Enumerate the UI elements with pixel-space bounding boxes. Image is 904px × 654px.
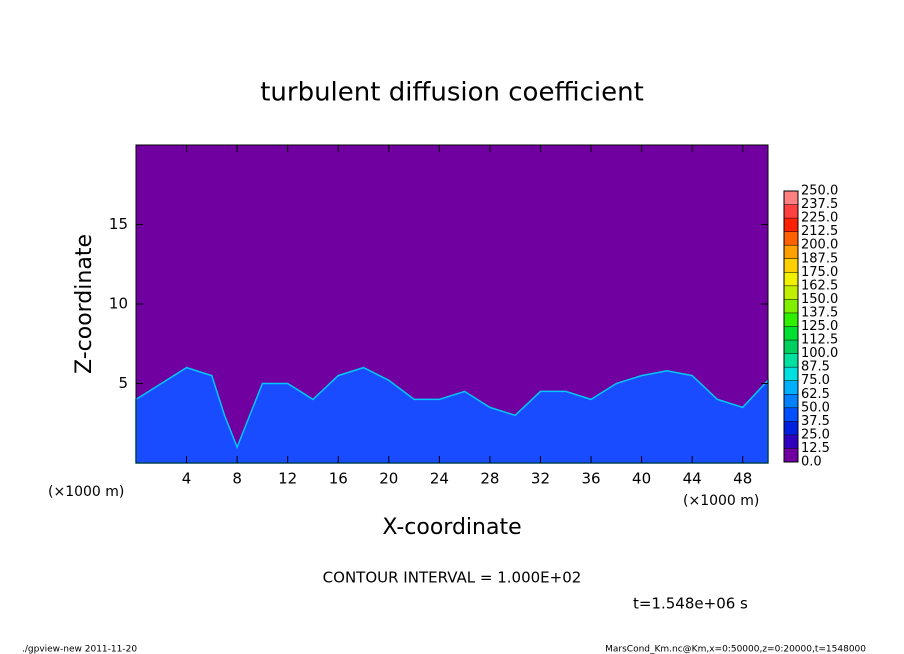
y-tick-label: 5	[118, 374, 128, 392]
footer-left: ./gpview-new 2011-11-20	[22, 645, 137, 654]
colorbar-label: 25.0	[801, 427, 830, 442]
x-tick-label: 48	[733, 470, 752, 488]
y-axis-label: Z-coordinate	[72, 234, 97, 374]
colorbar-label: 137.5	[801, 305, 838, 320]
x-tick-label: 24	[430, 470, 449, 488]
y-tick-label: 15	[109, 215, 128, 233]
layer-area	[135, 366, 769, 464]
colorbar-band	[784, 394, 798, 408]
colorbar-label: 62.5	[801, 387, 830, 402]
y-tick-label: 10	[109, 295, 128, 313]
colorbar-band	[784, 340, 798, 354]
colorbar-band	[784, 258, 798, 273]
colorbar-label: 112.5	[801, 333, 838, 348]
x-tick-label: 28	[480, 470, 499, 488]
x-tick-label: 16	[329, 470, 348, 488]
colorbar-band	[784, 231, 798, 246]
colorbar-band	[784, 299, 798, 313]
x-tick-label: 8	[232, 470, 242, 488]
x-tick-label: 32	[531, 470, 550, 488]
chart-title: turbulent diffusion coefficient	[260, 78, 644, 108]
colorbar-band	[784, 421, 798, 435]
colorbar-label: 0.0	[801, 455, 822, 470]
colorbar-band	[784, 434, 798, 449]
colorbar-label: 162.5	[801, 278, 838, 293]
x-tick-label: 4	[182, 470, 192, 488]
colorbar-band	[784, 285, 798, 300]
colorbar-band	[784, 218, 798, 232]
colorbar-label: 212.5	[801, 224, 838, 239]
footer-right: MarsCond_Km.nc@Km,x=0:50000,z=0:20000,t=…	[605, 645, 866, 654]
colorbar-label: 200.0	[801, 238, 838, 253]
x-tick-label: 12	[278, 470, 297, 488]
colorbar-band	[784, 326, 798, 341]
colorbar-label: 150.0	[801, 292, 838, 307]
colorbar-label: 50.0	[801, 400, 830, 415]
colorbar-band	[784, 407, 798, 422]
x-tick-label: 44	[683, 470, 702, 488]
colorbar-label: 237.5	[801, 197, 838, 212]
x-unit-label: (×1000 m)	[683, 493, 759, 509]
colorbar-label: 87.5	[801, 360, 830, 375]
contour-interval: CONTOUR INTERVAL = 1.000E+02	[323, 569, 582, 587]
colorbar-band	[784, 245, 798, 259]
colorbar-band	[784, 380, 798, 395]
colorbar-label: 75.0	[801, 373, 830, 388]
colorbar-band	[784, 204, 798, 219]
colorbar-label: 12.5	[801, 441, 830, 456]
colorbar-band	[784, 312, 798, 327]
x-unit-label: (×1000 m)	[48, 484, 124, 500]
time-label: t=1.548e+06 s	[633, 595, 748, 613]
colorbar-label: 250.0	[801, 184, 838, 199]
colorbar-band	[784, 353, 798, 368]
colorbar-label: 125.0	[801, 319, 838, 334]
colorbar-band	[784, 191, 798, 205]
colorbar-label: 100.0	[801, 346, 838, 361]
x-tick-label: 20	[379, 470, 398, 488]
colorbar-band	[784, 367, 798, 381]
colorbar-label: 225.0	[801, 211, 838, 226]
x-axis-label: X-coordinate	[382, 515, 521, 540]
colorbar-label: 175.0	[801, 265, 838, 280]
colorbar-band	[784, 272, 798, 286]
colorbar-label: 187.5	[801, 251, 838, 266]
colorbar-band	[784, 448, 798, 462]
x-tick-label: 36	[581, 470, 600, 488]
x-tick-label: 40	[632, 470, 651, 488]
colorbar-label: 37.5	[801, 414, 830, 429]
